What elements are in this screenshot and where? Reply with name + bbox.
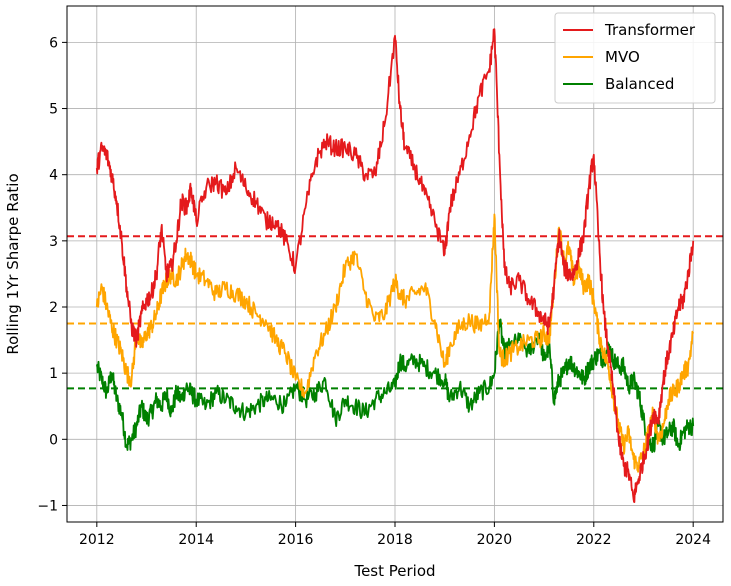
y-tick-label: 0 xyxy=(49,432,58,448)
series-line-transformer xyxy=(95,28,695,504)
legend-label-balanced: Balanced xyxy=(605,75,674,93)
x-tick-label: 2012 xyxy=(79,532,115,548)
y-tick-label: 5 xyxy=(49,102,58,118)
y-tick-label: 6 xyxy=(49,35,58,51)
x-axis-label: Test Period xyxy=(353,562,435,580)
legend: Transformer MVO Balanced xyxy=(554,12,716,104)
series-layer xyxy=(95,28,695,504)
series-line-balanced xyxy=(95,318,695,454)
y-axis-label: Rolling 1Yr Sharpe Ratio xyxy=(4,173,22,354)
x-axis-ticks: 2012 2014 2016 2018 2020 2022 2024 xyxy=(79,522,711,548)
x-tick-label: 2024 xyxy=(675,532,711,548)
x-tick-label: 2014 xyxy=(178,532,214,548)
y-tick-label: −1 xyxy=(37,498,58,514)
series-line-mvo xyxy=(95,213,695,473)
plot-frame xyxy=(66,5,724,523)
x-tick-label: 2018 xyxy=(377,532,413,548)
x-tick-label: 2020 xyxy=(477,532,513,548)
y-axis-ticks: −1 0 1 2 3 4 5 6 xyxy=(37,35,67,514)
y-tick-label: 4 xyxy=(49,168,58,184)
y-tick-label: 2 xyxy=(49,300,58,316)
y-tick-label: 3 xyxy=(49,234,58,250)
x-tick-label: 2016 xyxy=(278,532,314,548)
legend-box xyxy=(554,12,716,104)
legend-label-mvo: MVO xyxy=(605,48,640,66)
x-tick-label: 2022 xyxy=(576,532,612,548)
legend-label-transformer: Transformer xyxy=(604,21,696,39)
y-tick-label: 1 xyxy=(49,366,58,382)
